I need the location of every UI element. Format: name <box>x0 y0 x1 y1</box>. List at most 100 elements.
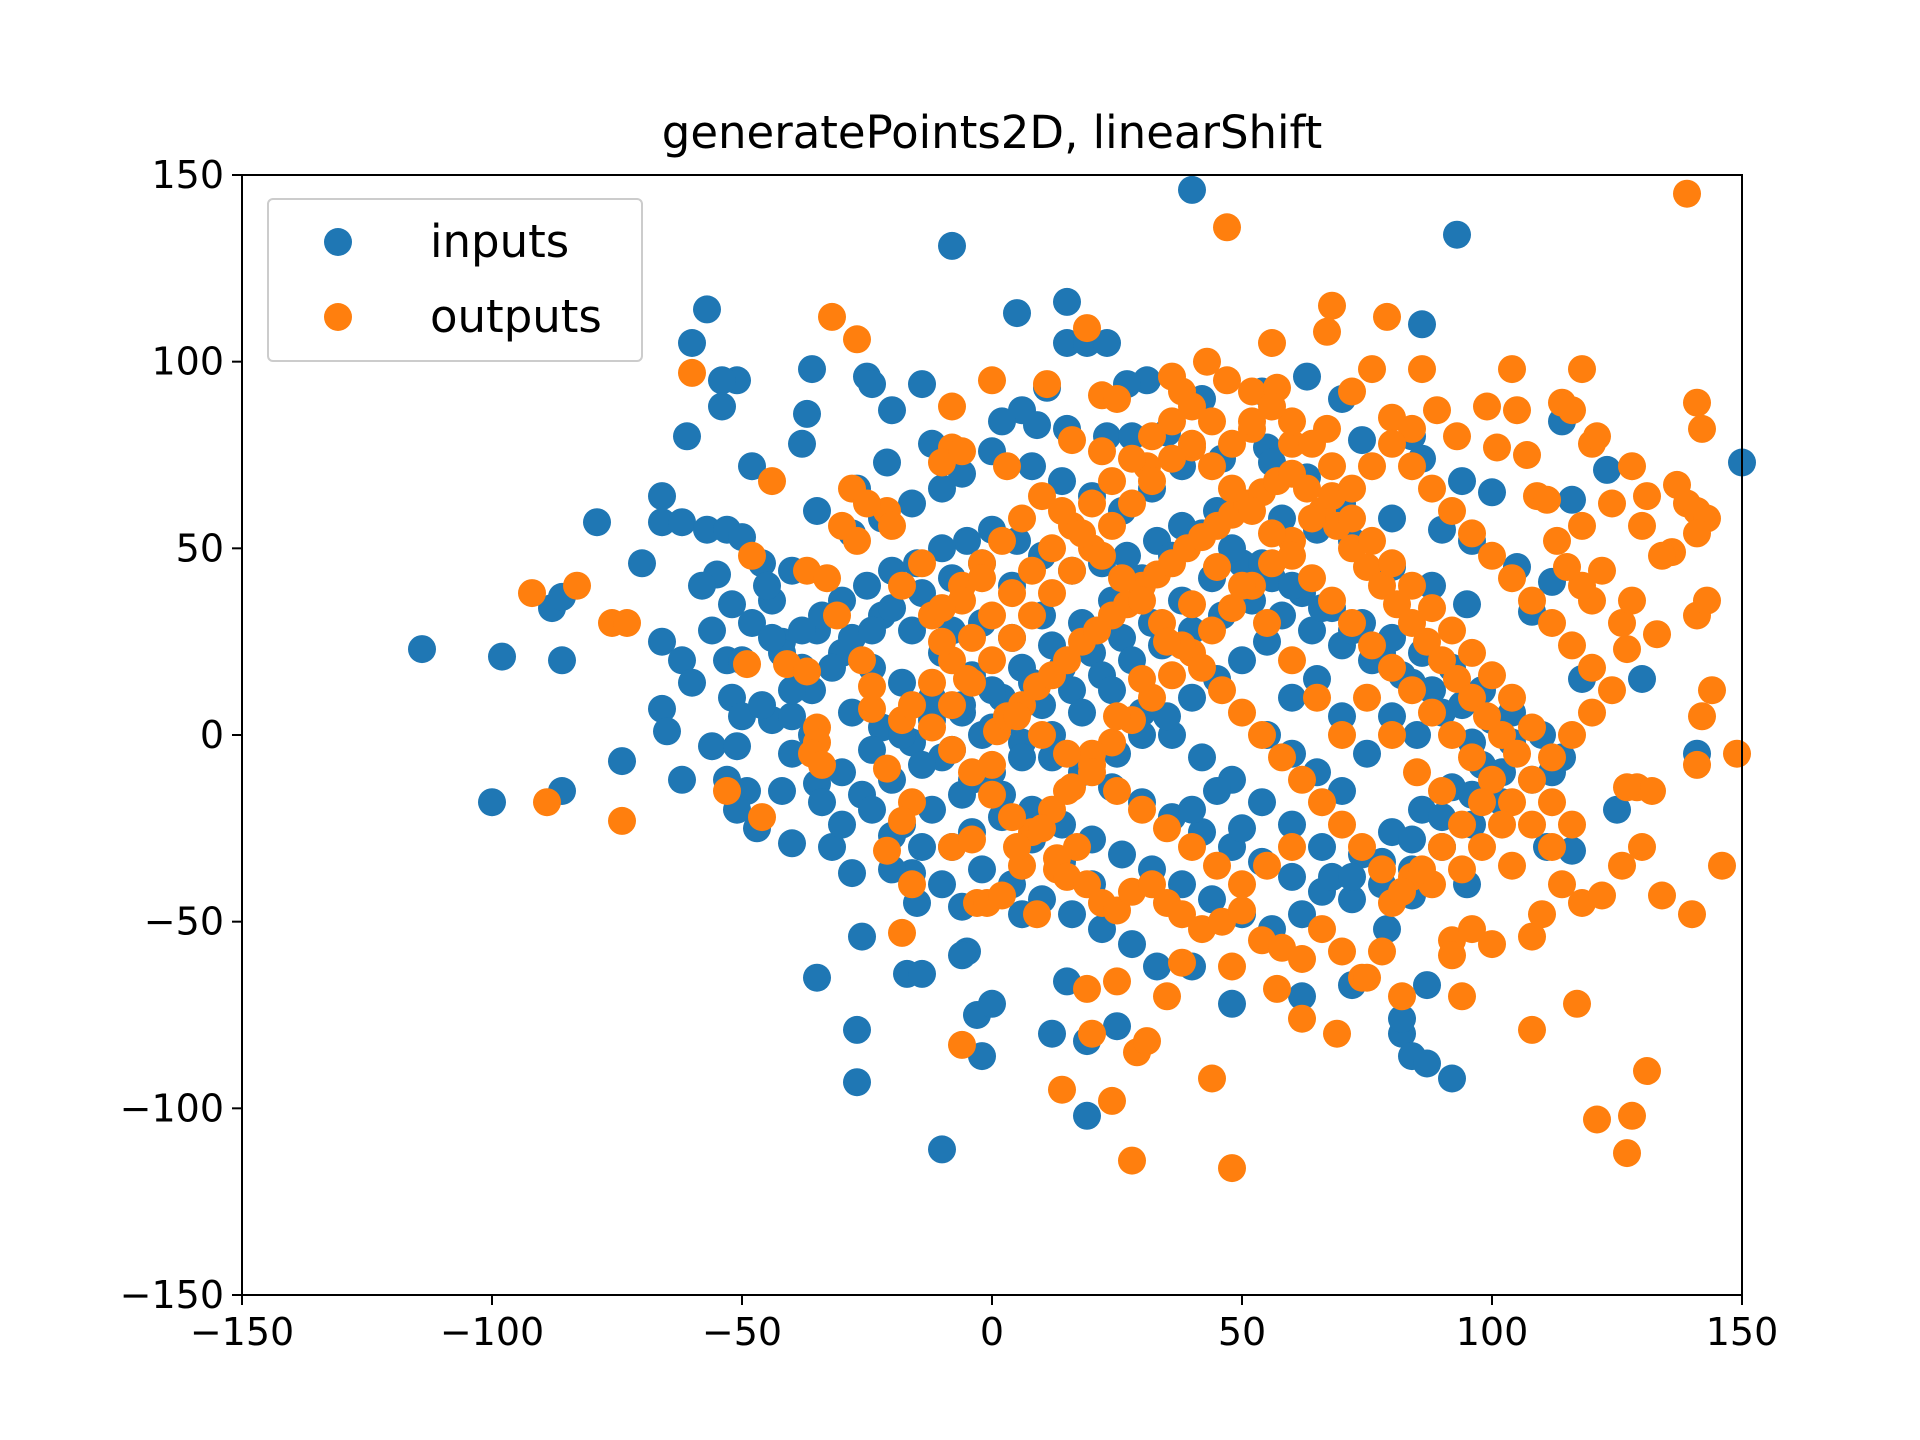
point-outputs <box>1613 773 1641 802</box>
point-inputs <box>1098 676 1126 705</box>
point-outputs <box>563 571 591 600</box>
point-inputs <box>1143 952 1171 981</box>
point-outputs <box>1023 900 1051 929</box>
point-outputs <box>613 609 641 637</box>
point-inputs <box>988 407 1016 436</box>
point-outputs <box>1498 355 1526 384</box>
y-tick-label: 100 <box>151 340 224 384</box>
point-outputs <box>1478 930 1506 959</box>
points-layer <box>408 175 1756 1183</box>
point-outputs <box>608 806 636 835</box>
point-outputs <box>1088 437 1116 466</box>
point-outputs <box>1048 497 1076 525</box>
point-outputs <box>1178 590 1206 619</box>
point-inputs <box>1203 777 1231 805</box>
point-outputs <box>1188 653 1216 682</box>
x-tick-label: −150 <box>190 1310 294 1354</box>
point-inputs <box>1168 870 1196 899</box>
point-outputs <box>1683 388 1711 417</box>
point-outputs <box>918 713 946 742</box>
point-inputs <box>1038 1019 1066 1048</box>
point-inputs <box>1198 885 1226 914</box>
point-inputs <box>1278 683 1306 712</box>
point-outputs <box>1518 810 1546 839</box>
point-inputs <box>938 231 966 260</box>
point-outputs <box>1128 665 1156 693</box>
legend-marker-inputs <box>324 228 352 256</box>
point-inputs <box>858 370 886 399</box>
point-outputs <box>1698 676 1726 705</box>
point-outputs <box>1103 385 1131 413</box>
point-outputs <box>1228 870 1256 899</box>
point-outputs <box>1678 900 1706 929</box>
point-inputs <box>1118 930 1146 959</box>
point-inputs <box>1113 541 1141 570</box>
point-outputs <box>1468 788 1496 817</box>
point-inputs <box>1413 1049 1441 1078</box>
point-inputs <box>928 1135 956 1164</box>
point-outputs <box>1198 407 1226 436</box>
point-outputs <box>1448 855 1476 884</box>
point-inputs <box>878 594 906 623</box>
point-inputs <box>1218 989 1246 1018</box>
point-outputs <box>888 806 916 835</box>
point-outputs <box>1088 541 1116 570</box>
point-outputs <box>1408 855 1436 884</box>
point-inputs <box>1108 623 1136 652</box>
point-inputs <box>1593 455 1621 484</box>
point-outputs <box>1538 788 1566 817</box>
point-outputs <box>1478 765 1506 794</box>
point-outputs <box>1553 553 1581 581</box>
point-outputs <box>938 735 966 764</box>
point-outputs <box>1003 833 1031 861</box>
point-outputs <box>1458 519 1486 548</box>
point-outputs <box>1158 444 1186 473</box>
point-inputs <box>478 788 506 817</box>
point-outputs <box>1298 429 1326 458</box>
point-inputs <box>488 642 516 671</box>
point-inputs <box>873 448 901 477</box>
point-inputs <box>708 366 736 395</box>
point-inputs <box>858 735 886 764</box>
point-outputs <box>1028 482 1056 511</box>
point-inputs <box>698 732 726 761</box>
point-outputs <box>998 579 1026 608</box>
point-outputs <box>1558 631 1586 660</box>
point-outputs <box>918 668 946 697</box>
point-outputs <box>1358 631 1386 660</box>
point-outputs <box>1543 526 1571 555</box>
point-outputs <box>1318 452 1346 481</box>
x-tick-label: 150 <box>1706 1310 1779 1354</box>
point-outputs <box>1198 616 1226 645</box>
point-outputs <box>1018 601 1046 630</box>
point-outputs <box>998 803 1026 832</box>
point-outputs <box>1428 833 1456 861</box>
point-outputs <box>1073 314 1101 343</box>
point-inputs <box>608 747 636 776</box>
point-inputs <box>1408 310 1436 339</box>
point-outputs <box>1358 452 1386 481</box>
point-outputs <box>1153 982 1181 1011</box>
point-inputs <box>1413 971 1441 1000</box>
point-outputs <box>1118 489 1146 518</box>
point-outputs <box>1258 329 1286 357</box>
point-outputs <box>1443 665 1471 693</box>
point-outputs <box>1368 937 1396 966</box>
point-inputs <box>928 870 956 899</box>
point-outputs <box>1648 881 1676 910</box>
point-outputs <box>1318 586 1346 615</box>
point-outputs <box>1643 620 1671 649</box>
point-inputs <box>1153 702 1181 731</box>
point-outputs <box>1018 556 1046 585</box>
point-outputs <box>1328 810 1356 839</box>
point-outputs <box>1378 429 1406 458</box>
point-inputs <box>828 810 856 839</box>
point-outputs <box>1258 519 1286 548</box>
point-outputs <box>1138 870 1166 899</box>
point-outputs <box>1558 396 1586 425</box>
point-outputs <box>1498 683 1526 712</box>
point-inputs <box>628 549 656 578</box>
y-tick-label: −50 <box>144 900 224 944</box>
point-outputs <box>908 549 936 578</box>
point-outputs <box>1058 556 1086 585</box>
